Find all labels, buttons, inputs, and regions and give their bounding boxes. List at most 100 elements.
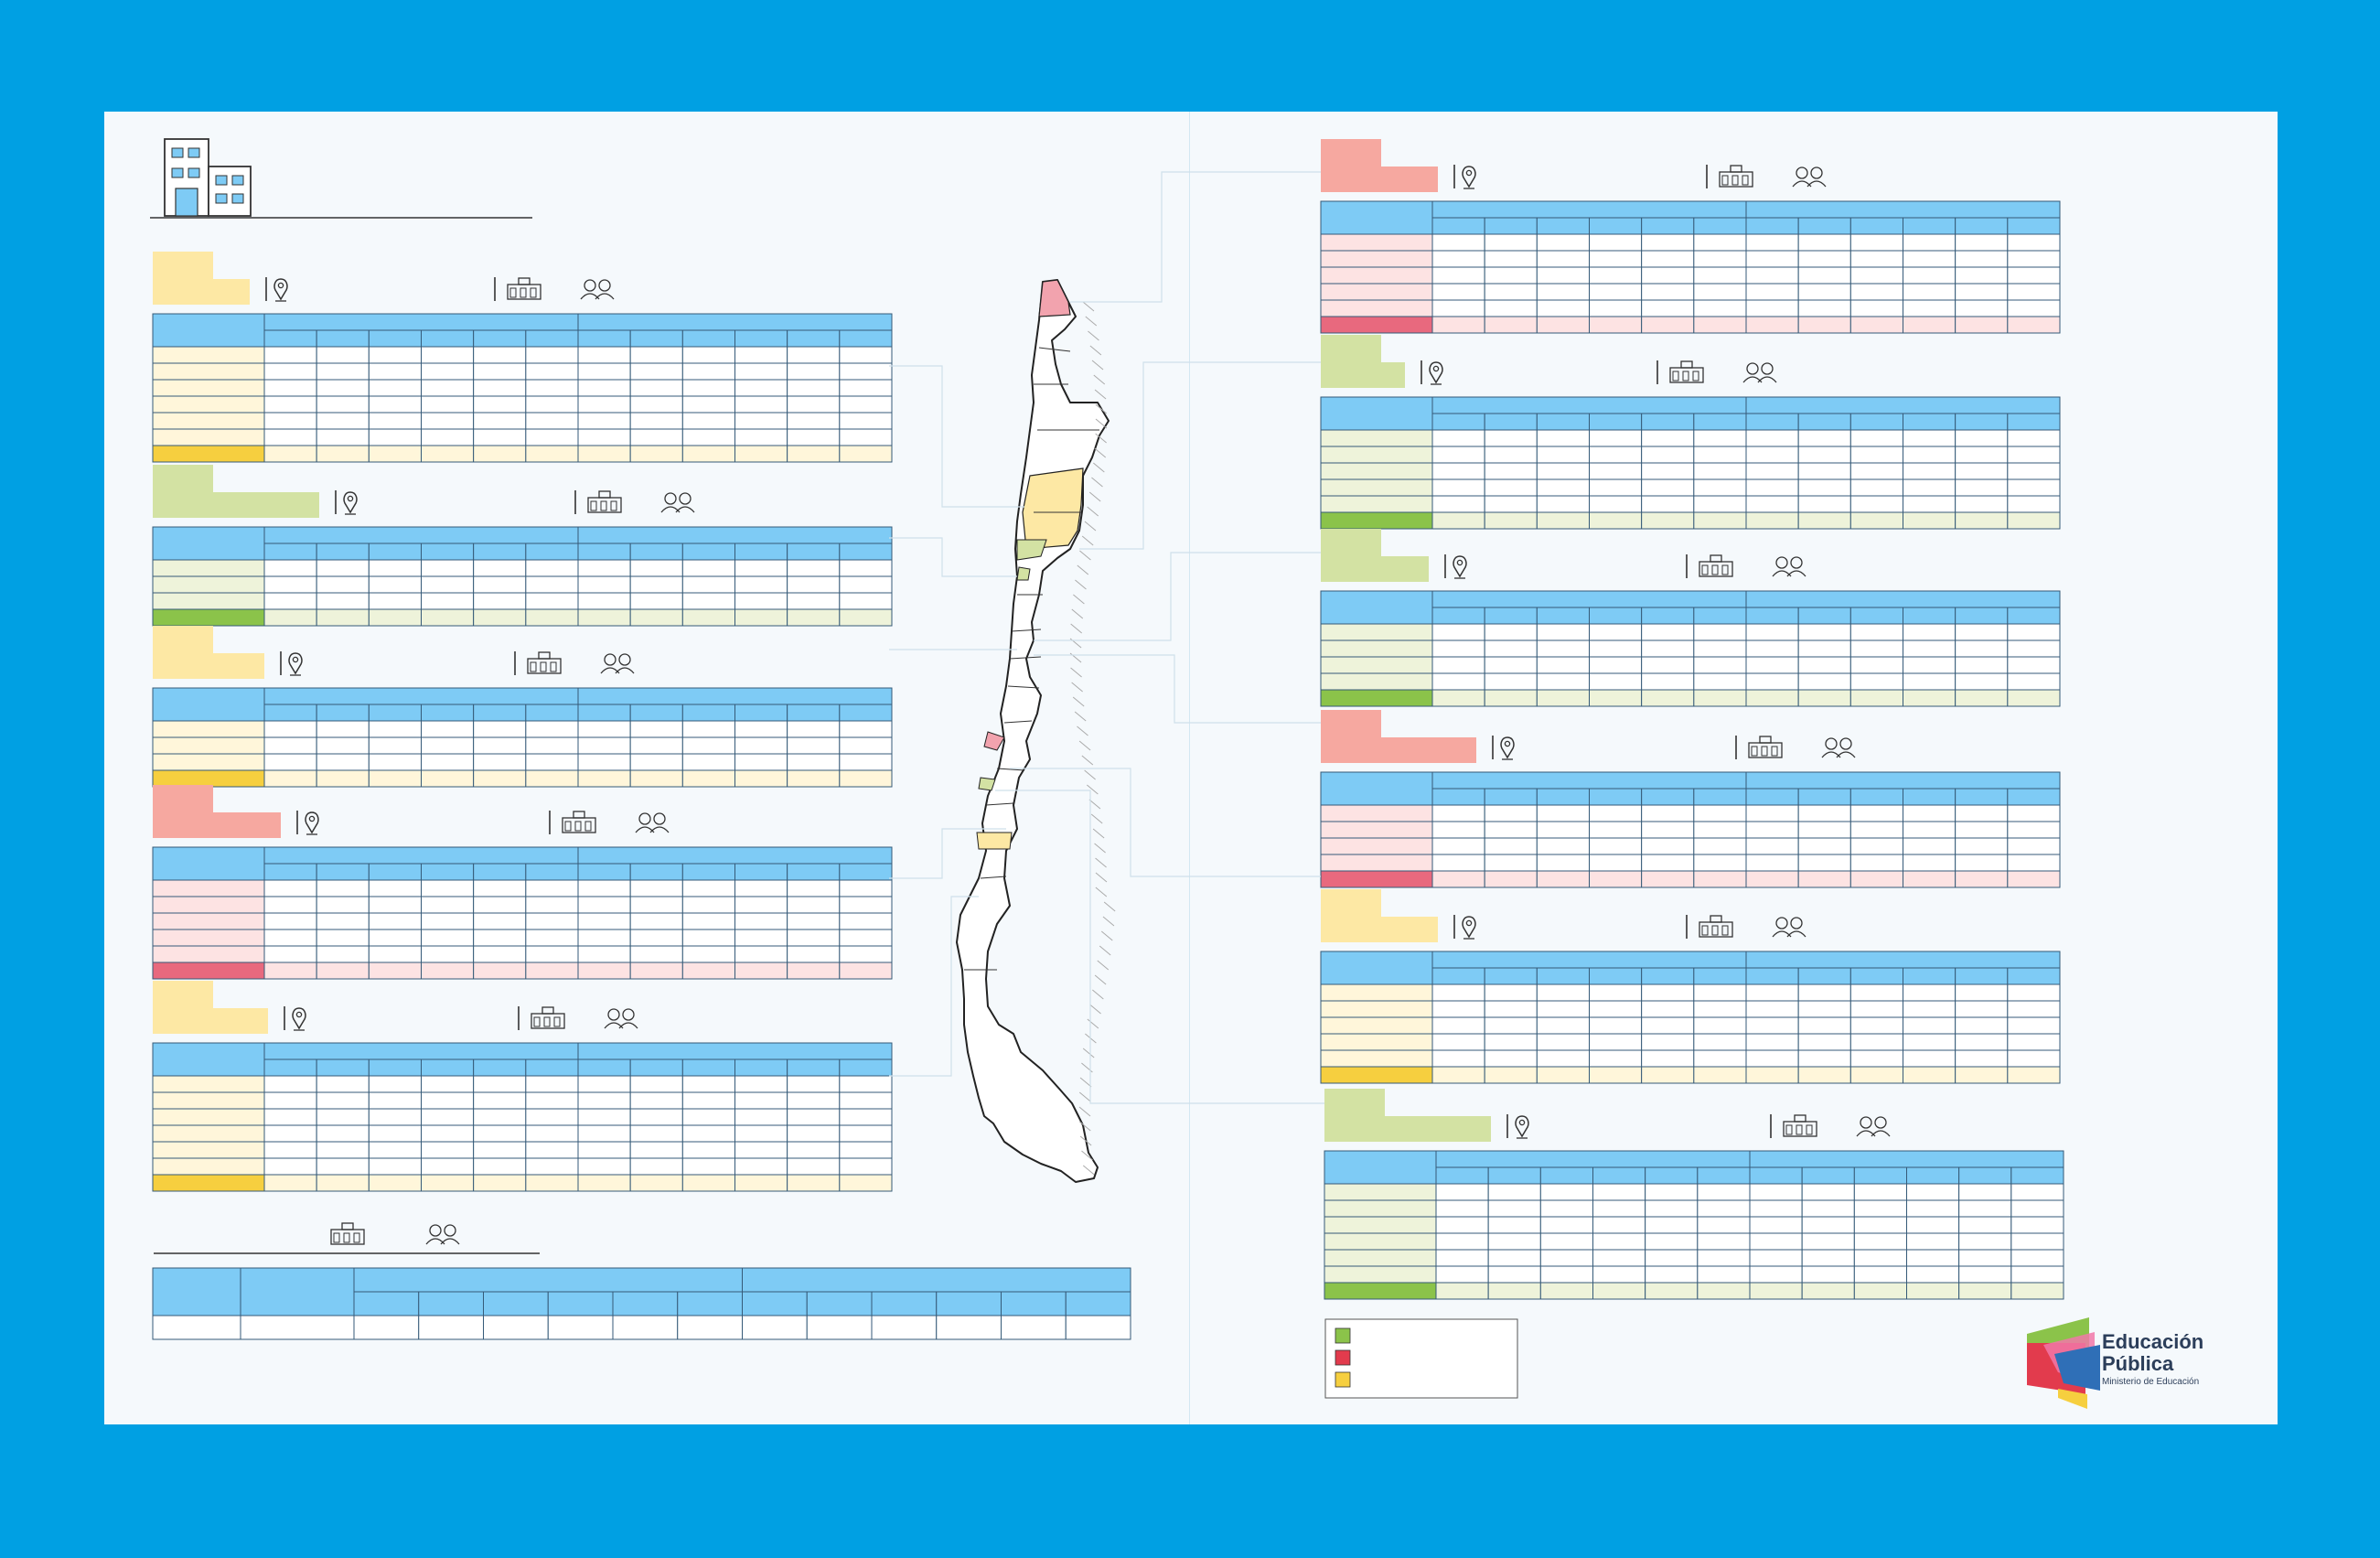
person-head [622, 1008, 635, 1021]
table-cell [839, 559, 893, 577]
table-header-group [577, 1042, 893, 1060]
table-cell [368, 879, 423, 897]
region-tab-top [1321, 710, 1381, 739]
legend-swatch [1335, 1371, 1351, 1388]
table-cell [577, 395, 631, 414]
table-header-cell [1641, 967, 1695, 985]
table-cell [734, 929, 788, 947]
table-total-cell [1693, 870, 1747, 888]
region-tab-bottom [153, 492, 319, 518]
table-header-cell [368, 543, 423, 561]
table-cell [681, 929, 735, 947]
table-cell [1797, 446, 1851, 464]
table-cell [316, 736, 370, 755]
table-total-cell [368, 962, 423, 980]
table-cell [316, 879, 370, 897]
table-cell [1749, 1183, 1803, 1201]
summary-header-cell [1065, 1291, 1131, 1316]
pin-shape [1462, 916, 1476, 939]
table-cell [787, 346, 841, 364]
table-header-cell [577, 329, 631, 348]
table-cell [787, 1075, 841, 1093]
table-header-cell [1484, 967, 1538, 985]
table-cell [2007, 854, 2061, 872]
people-icon [1742, 362, 1777, 383]
table-cell [2007, 837, 2061, 855]
table-cell [316, 912, 370, 930]
right-region-table-1 [1320, 139, 2061, 334]
table-header-group [1431, 771, 1747, 790]
person-head [607, 1008, 620, 1021]
table-cell [1745, 1000, 1799, 1018]
table-cell [1903, 672, 1957, 691]
school-icon [507, 277, 541, 300]
table-cell [1431, 478, 1485, 497]
table-row-label [1324, 1232, 1437, 1251]
table-cell [629, 575, 683, 594]
table-cell [1536, 446, 1591, 464]
table-cell [1536, 656, 1591, 674]
table-total-cell [1955, 511, 2009, 530]
table-cell [1431, 837, 1485, 855]
table-cell [681, 412, 735, 430]
table-header-cell [1484, 413, 1538, 431]
table-cell [263, 1124, 317, 1143]
map-shadow-hatch [1087, 784, 1099, 795]
school-window [333, 1232, 340, 1243]
people-icon [1821, 737, 1856, 758]
table-cell [1797, 1016, 1851, 1035]
people-icon [600, 653, 635, 674]
map-shadow-hatch [1091, 477, 1103, 488]
table-row-label [152, 379, 265, 397]
table-cell [577, 720, 631, 738]
table-total-cell [1536, 1066, 1591, 1084]
table-total-cell [1797, 689, 1851, 707]
table-cell [1853, 1265, 1908, 1284]
table-row-label [152, 720, 265, 738]
map-shadow-hatch [1103, 901, 1116, 912]
table-cell [1431, 623, 1485, 641]
school-window [1751, 746, 1758, 757]
table-header-group [1431, 396, 1747, 414]
region-tab-bottom [153, 812, 281, 838]
table-cell [263, 1091, 317, 1110]
map-shadow-hatch [1085, 316, 1098, 327]
table-cell [1435, 1199, 1489, 1218]
table-header-group [577, 687, 893, 705]
pin-dot [277, 282, 284, 289]
table-cell [1589, 983, 1643, 1002]
table-row-label [152, 945, 265, 963]
table-row-label [1320, 283, 1433, 301]
table-cell [1589, 299, 1643, 317]
summary-cell [240, 1315, 355, 1340]
school-window [564, 821, 572, 832]
table-cell [839, 428, 893, 446]
table-total-cell [1797, 316, 1851, 334]
region-arica [1038, 279, 1071, 317]
legend-swatch [1335, 1327, 1351, 1344]
summary-header-cell [677, 1291, 743, 1316]
table-cell [1745, 233, 1799, 252]
table-cell [629, 736, 683, 755]
table-cell [1955, 283, 2009, 301]
table-cell [421, 575, 475, 594]
table-total-cell [1853, 1282, 1908, 1300]
person-body [615, 667, 635, 674]
table-header-cell [1589, 788, 1643, 806]
school-top [1710, 554, 1722, 563]
table-total-cell [1693, 316, 1747, 334]
table-row-label [1320, 1016, 1433, 1035]
table-cell [1536, 672, 1591, 691]
table-cell [263, 1075, 317, 1093]
table-total-cell [421, 608, 475, 627]
location-pin-icon [305, 811, 319, 835]
map-shadow-hatch [1081, 1150, 1093, 1161]
table-cell [681, 912, 735, 930]
table-cell [1693, 1016, 1747, 1035]
table-total-cell [263, 445, 317, 463]
table-cell [525, 912, 579, 930]
table-total-cell [1431, 870, 1485, 888]
pin-shape [305, 811, 319, 834]
person-head [1775, 556, 1788, 569]
table-cell [1903, 854, 1957, 872]
